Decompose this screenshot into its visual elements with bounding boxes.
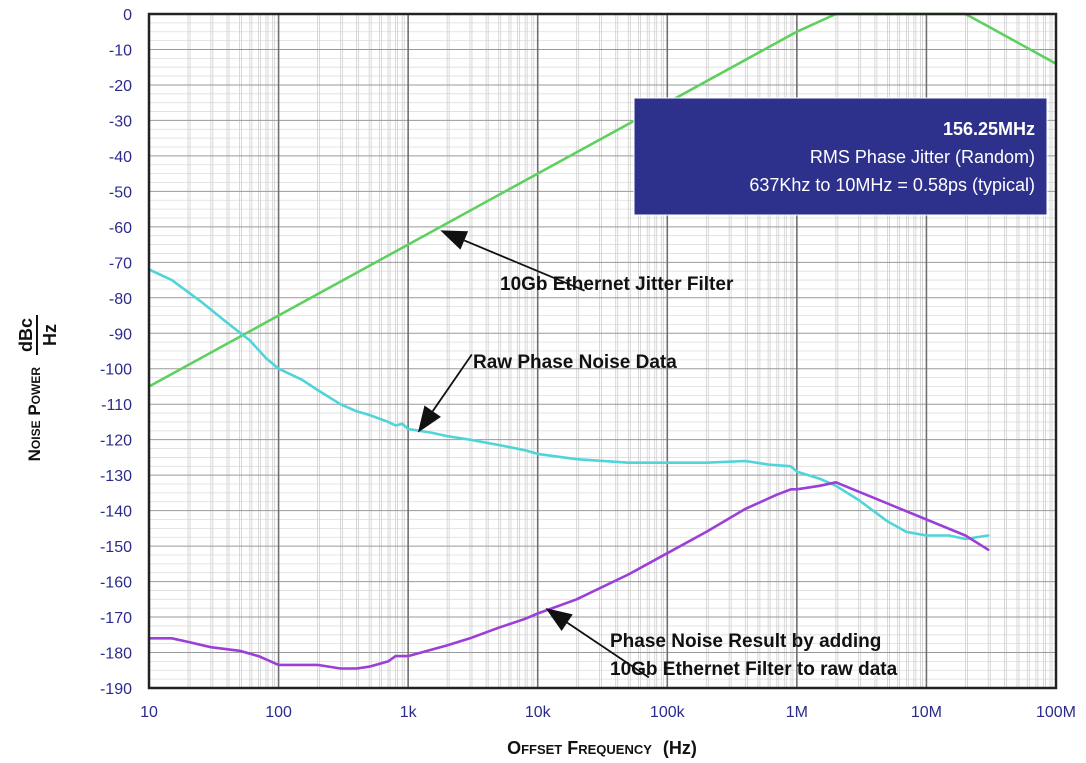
arrow-shaft [463,239,585,292]
arrow-head [545,608,573,631]
info-box-line-1: RMS Phase Jitter (Random) [810,147,1035,167]
x-tick-label: 1k [400,704,418,721]
y-tick-label: -30 [109,113,132,130]
x-tick-label: 1M [786,704,808,721]
y-tick-label: -50 [109,184,132,201]
series-line-raw [147,268,990,541]
x-tick-label: 10M [911,704,942,721]
y-axis-label-unit-denominator: Hz [40,324,60,346]
y-tick-label: -190 [100,681,132,698]
series-line-filter [147,12,1058,388]
info-box-background [633,97,1048,216]
y-tick-label: -160 [100,575,132,592]
x-axis-label: Offset Frequency (Hz) [507,738,697,758]
y-tick-label: -70 [109,255,132,272]
y-tick-label: -80 [109,291,132,308]
y-tick-label: -110 [101,397,132,414]
x-tick-label: 100k [650,704,686,721]
x-axis-label-unit: (Hz) [663,738,697,758]
info-box: 156.25MHz RMS Phase Jitter (Random) 637K… [633,97,1048,216]
y-tick-label: -140 [100,504,132,521]
x-tick-label: 10 [140,704,158,721]
annotation-result-line-1: Phase Noise Result by adding [610,631,881,652]
arrow-shaft [431,354,473,412]
y-tick-label: -170 [100,610,132,627]
x-axis-label-main: Offset Frequency [507,738,652,758]
annotation-filter: 10Gb Ethernet Jitter Filter [500,274,734,295]
annotation-result-line-2: 10Gb Ethernet Filter to raw data [610,659,898,680]
series-line-result [147,481,990,670]
y-tick-label: -20 [109,78,132,95]
y-tick-label: -60 [109,220,132,237]
x-tick-label: 100 [265,704,292,721]
series-layer [147,12,1058,670]
annotation-raw: Raw Phase Noise Data [473,352,677,373]
y-tick-label: -150 [100,539,132,556]
arrow-head [417,405,441,433]
y-tick-label: -130 [100,468,132,485]
y-axis-label: Noise Power dBc Hz [16,315,60,461]
y-tick-label: 0 [123,7,132,24]
annotation-arrows [417,230,650,679]
y-tick-label: -10 [109,42,132,59]
y-tick-label: -40 [109,149,132,166]
x-tick-label: 100M [1036,704,1076,721]
y-tick-label: -100 [100,362,132,379]
arrow-head [440,230,469,250]
x-axis-ticks: 10 100 1k 10k 100k 1M 10M 100M [140,704,1076,721]
y-tick-label: -120 [100,433,132,450]
y-axis-ticks: 0 -10 -20 -30 -40 -50 -60 -70 -80 -90 -100 -110 -120… [100,7,132,698]
info-box-title: 156.25MHz [943,119,1035,139]
arrow-shaft [566,621,650,679]
y-tick-label: -180 [100,646,132,663]
y-axis-label-unit-numerator: dBc [16,318,36,352]
x-tick-label: 10k [525,704,552,721]
y-axis-label-main: Noise Power [25,367,44,462]
plot-frame [147,12,1058,690]
y-tick-label: -90 [109,326,132,343]
info-box-line-2: 637Khz to 10MHz = 0.58ps (typical) [749,175,1035,195]
